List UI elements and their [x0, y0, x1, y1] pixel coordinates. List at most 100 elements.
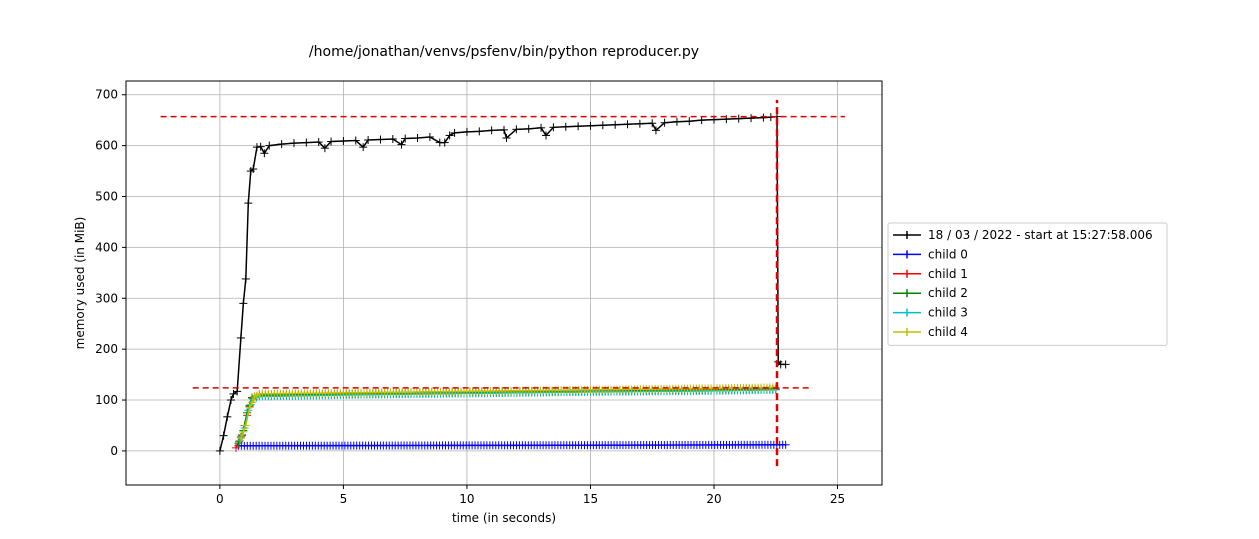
data-point [320, 144, 329, 153]
data-point [351, 136, 360, 145]
data-point [598, 121, 607, 130]
y-tick-label: 500 [95, 190, 118, 204]
data-point [227, 396, 235, 405]
data-point [425, 132, 434, 141]
data-point [648, 119, 657, 128]
data-point [239, 427, 248, 436]
data-point [549, 123, 558, 132]
series-0 [215, 112, 790, 455]
data-point [611, 120, 620, 129]
data-point [487, 126, 496, 135]
data-point [231, 443, 240, 452]
data-point [440, 138, 449, 147]
data-point [524, 124, 533, 133]
y-tick-label: 400 [95, 240, 118, 254]
reference-lines [160, 99, 845, 467]
data-point [290, 139, 298, 148]
data-point [241, 274, 250, 283]
y-tick-label: 100 [95, 393, 118, 407]
legend-label: child 2 [928, 286, 968, 300]
legend-entry: 18 / 03 / 2022 - start at 15:27:58.006 [893, 228, 1153, 242]
y-tick-label: 0 [110, 444, 118, 458]
data-point [248, 398, 256, 407]
legend-label: child 1 [928, 267, 968, 281]
x-tick-label: 5 [340, 492, 348, 506]
data-point [314, 138, 323, 147]
data-point [574, 122, 583, 131]
data-point [759, 113, 768, 122]
data-point [239, 299, 248, 308]
chart-title: /home/jonathan/venvs/psfenv/bin/python r… [309, 44, 699, 60]
data-point [672, 117, 681, 126]
data-point [339, 137, 348, 146]
legend-label: child 3 [928, 306, 968, 320]
axis-ticks: 0 5 10 15 20 25 0 100 200 300 400 500 600 700 [95, 88, 845, 506]
plot-frame [125, 80, 883, 486]
legend-entry: child 3 [893, 306, 968, 320]
data-point [502, 133, 511, 142]
data-point [236, 434, 245, 443]
y-tick-label: 300 [95, 291, 118, 305]
data-point [219, 431, 228, 440]
data-point [277, 140, 286, 149]
x-tick-label: 25 [830, 492, 845, 506]
data-point [542, 131, 550, 140]
data-point [260, 149, 269, 158]
x-tick-label: 0 [216, 492, 224, 506]
data-point [256, 142, 265, 151]
legend-entry: child 0 [893, 247, 968, 261]
data-point [781, 360, 790, 369]
data-point [265, 141, 274, 150]
data-point [364, 136, 373, 145]
data-point [462, 127, 471, 136]
series-1 [234, 440, 790, 450]
data-point [512, 125, 521, 134]
data-point [233, 387, 242, 396]
data-point [475, 127, 484, 136]
data-point [252, 143, 261, 152]
data-point [302, 138, 311, 147]
data-point [697, 116, 706, 125]
data-point [359, 143, 368, 152]
data-point [223, 412, 232, 421]
data-point [236, 333, 245, 342]
data-point [249, 165, 258, 174]
y-axis-label: memory used (in MiB) [73, 217, 87, 350]
data-point [450, 128, 459, 137]
data-point [401, 134, 410, 143]
data-point [445, 131, 454, 140]
data-point [685, 117, 694, 126]
x-axis-label: time (in seconds) [452, 511, 556, 525]
legend-label: child 4 [928, 325, 968, 339]
data-point [651, 126, 660, 135]
data-point [747, 114, 756, 123]
data-point [245, 403, 254, 412]
legend-entry: child 1 [893, 267, 968, 281]
data-point [244, 199, 253, 208]
data-point [327, 137, 336, 146]
data-point [734, 114, 743, 123]
x-tick-label: 20 [706, 492, 721, 506]
data-point [561, 122, 570, 131]
y-tick-label: 600 [95, 139, 118, 153]
data-point [586, 121, 595, 130]
legend-entry: child 2 [893, 286, 968, 300]
x-tick-label: 15 [583, 492, 598, 506]
data-point [241, 421, 250, 430]
x-tick-label: 10 [459, 492, 474, 506]
data-point [635, 119, 644, 128]
data-point [500, 125, 508, 134]
data-point [376, 135, 385, 144]
data-point [623, 120, 632, 129]
data-point [215, 446, 224, 455]
data-point [413, 133, 422, 142]
data-point [781, 440, 790, 449]
y-tick-label: 700 [95, 88, 118, 102]
legend-label: child 0 [928, 247, 968, 261]
legend-label: 18 / 03 / 2022 - start at 15:27:58.006 [928, 228, 1153, 242]
data-point [660, 118, 669, 127]
data-point [388, 135, 397, 144]
y-tick-label: 200 [95, 342, 118, 356]
